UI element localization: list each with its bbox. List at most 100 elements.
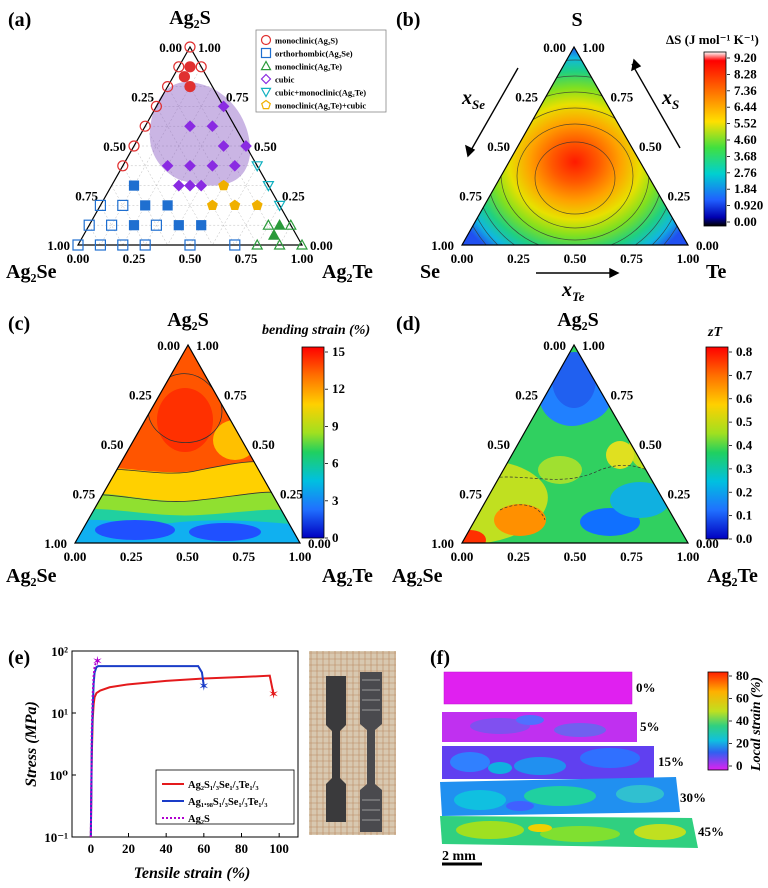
x-tick-label: 20 <box>122 841 135 856</box>
ternary-tick-right: 0.50 <box>252 437 275 452</box>
apex-right-b: Te <box>706 261 727 283</box>
colorbar-ticks-c: 15 12 9 6 3 0 <box>325 344 346 545</box>
colorbar-tick: 9 <box>332 418 339 433</box>
fracture-marker: ✶ <box>198 678 209 693</box>
ternary-tick-bottom: 0.50 <box>564 251 587 266</box>
data-point <box>178 71 190 83</box>
entropy-heatmap <box>462 47 688 245</box>
specimen-before <box>326 676 346 822</box>
panel-label-f: (f) <box>430 647 450 669</box>
ternary-tick-left: 0.50 <box>101 437 124 452</box>
strain-labels: 0% 5% 15% 30% 45% <box>636 680 724 839</box>
ternary-tick-bottom: 0.25 <box>507 549 530 564</box>
ternary-tick-right: 1.00 <box>582 338 605 353</box>
data-point <box>117 160 129 172</box>
apex-top-c: Ag₂S <box>167 309 209 331</box>
colorbar-tick: 0.5 <box>736 414 753 429</box>
x-tick-label: 40 <box>160 841 173 856</box>
strain-bar-45 <box>440 816 698 848</box>
legend-marker <box>260 87 272 98</box>
colorbar-tick: 2.76 <box>734 165 757 180</box>
ternary-tick-right: 0.75 <box>611 90 634 105</box>
apex-left-a: Ag₂Se <box>6 261 57 283</box>
ternary-tick-bottom: 0.25 <box>507 251 530 266</box>
ternary-tick-left: 0.00 <box>157 338 180 353</box>
colorbar-tick: 40 <box>736 713 749 728</box>
data-point <box>94 199 107 211</box>
ternary-tick-right: 0.25 <box>668 487 691 502</box>
apex-left-b: Se <box>420 261 440 283</box>
specimen-after <box>360 672 382 832</box>
apex-right-d: Ag₂Te <box>707 565 758 587</box>
ternary-tick-bottom: 1.00 <box>291 251 314 266</box>
colorbar-tick: 0.0 <box>736 531 752 546</box>
y-tick-label: 10⁻¹ <box>44 830 68 845</box>
ternary-tick-bottom: 1.00 <box>677 549 700 564</box>
data-point <box>162 80 174 93</box>
panel-label-c: (c) <box>8 313 30 335</box>
ternary-tick-bottom: 0.50 <box>176 549 199 564</box>
data-point <box>128 220 140 231</box>
ternary-tick-left: 0.75 <box>75 189 98 204</box>
plot-frame-e <box>71 650 299 838</box>
legend-label: cubic <box>275 75 295 85</box>
ylabel-e: Stress (MPa) <box>23 701 40 787</box>
colorbar-tick: 0 <box>736 758 743 773</box>
strain-label: 45% <box>698 824 724 839</box>
ternary-tick-right: 0.75 <box>224 388 247 403</box>
data-point <box>139 239 151 251</box>
data-point <box>150 100 162 113</box>
legend-label: monoclinic(Ag₂Te) <box>275 62 342 72</box>
colorbar-ticks-d: 0.8 0.7 0.6 0.5 0.4 0.3 0.2 0.1 0.0 <box>729 344 753 546</box>
ternary-tick-right: 0.50 <box>639 139 662 154</box>
data-point <box>94 239 107 251</box>
ternary-tick-left: 0.00 <box>159 40 182 55</box>
legend-marker <box>260 73 272 85</box>
colorbar-tick: 7.36 <box>734 83 757 98</box>
data-point <box>196 220 207 231</box>
data-point <box>229 199 241 211</box>
apex-top-d: Ag₂S <box>557 309 599 331</box>
ternary-tick-right: 0.00 <box>310 238 333 253</box>
apex-top-b: S <box>571 9 582 31</box>
data-point <box>273 200 286 212</box>
data-point <box>251 238 264 250</box>
data-point <box>284 218 297 230</box>
y-tick-label: 10¹ <box>51 706 68 721</box>
colorbar-d <box>705 346 729 540</box>
ternary-tick-left: 1.00 <box>431 238 454 253</box>
colorbar-b <box>703 51 727 227</box>
data-point <box>150 219 162 231</box>
colorbar-tick: 1.84 <box>734 181 757 196</box>
colorbar-tick: 9.20 <box>734 50 757 65</box>
data-point <box>273 218 286 230</box>
ternary-tick-left: 0.25 <box>129 388 152 403</box>
data-point <box>184 61 196 73</box>
colorbar-title-c: bending strain (%) <box>262 323 370 338</box>
ternary-frame-b <box>460 45 690 246</box>
ternary-ticks-d: 0.00 0.25 0.50 0.75 1.00 1.00 0.75 0.50 0.25 0.00… <box>431 338 719 564</box>
ternary-tick-left: 1.00 <box>44 536 67 551</box>
strain-label: 15% <box>658 754 684 769</box>
strain-bar-5 <box>442 712 637 742</box>
colorbar-tick: 8.28 <box>734 66 757 81</box>
ternary-tick-bottom: 0.75 <box>620 251 643 266</box>
ternary-tick-right: 1.00 <box>196 338 219 353</box>
apex-right-a: Ag₂Te <box>322 261 373 283</box>
ternary-tick-right: 0.00 <box>696 536 719 551</box>
colorbar-tick: 6.44 <box>734 99 757 114</box>
panel-d: (d) Ag₂S Ag₂Se Ag₂Te 0.000.250.500.751 <box>392 309 758 587</box>
data-point <box>184 159 196 172</box>
xlabel-e: Tensile strain (%) <box>134 865 251 882</box>
data-point <box>251 199 263 211</box>
ternary-tick-left: 0.50 <box>487 139 510 154</box>
data-point <box>217 100 230 113</box>
axis-label-xs: xS <box>661 87 679 112</box>
panel-label-a: (a) <box>8 9 31 31</box>
panel-c: (c) Ag₂S Ag₂Se Ag₂Te 0.00 0.25 0.50 0.75 1.0… <box>6 309 373 587</box>
data-point <box>172 179 185 192</box>
ternary-ticks-c: 0.00 0.25 0.50 0.75 1.00 1.00 0.75 0.50 0.25 0.00… <box>44 338 331 564</box>
ternary-tick-bottom: 0.00 <box>451 251 474 266</box>
ternary-ticks-a: 0.00 0.25 0.50 0.75 1.00 1.00 0.75 0.50 0.25 0.00… <box>47 40 333 266</box>
